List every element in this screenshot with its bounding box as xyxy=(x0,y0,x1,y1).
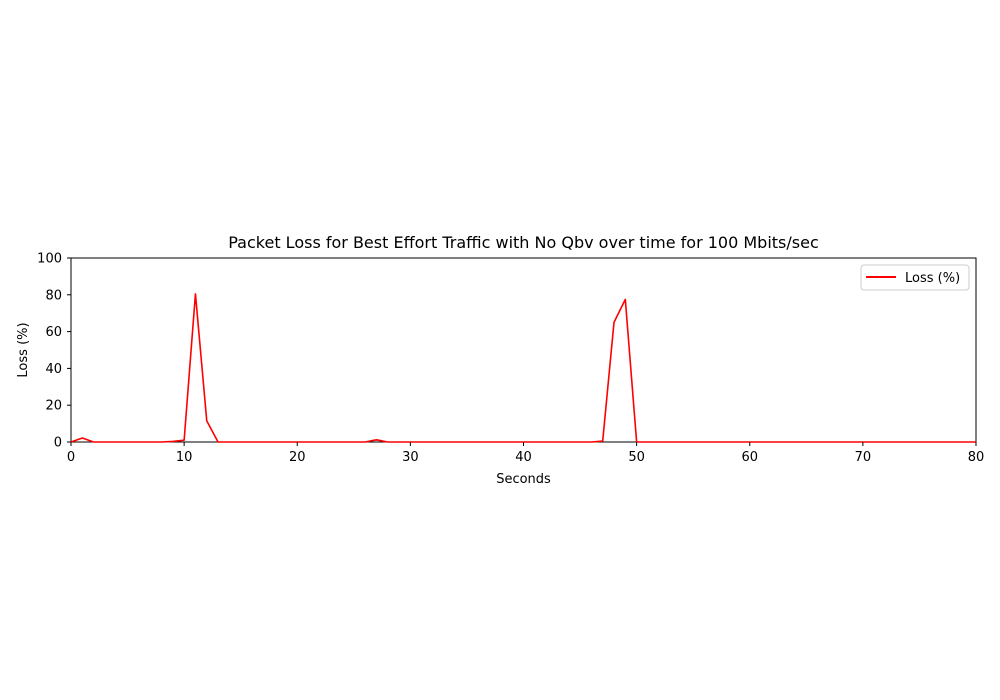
y-axis-ticks: 0 20 40 60 80 100 xyxy=(37,252,71,451)
y-tick-label: 80 xyxy=(45,288,62,303)
x-tick-label: 60 xyxy=(741,450,758,465)
x-axis-ticks: 0 10 20 30 40 50 60 70 80 xyxy=(67,442,984,465)
y-axis-label: Loss (%) xyxy=(16,322,31,377)
x-tick-label: 20 xyxy=(289,450,306,465)
x-tick-label: 70 xyxy=(855,450,872,465)
legend: Loss (%) xyxy=(860,264,970,291)
series-line-loss xyxy=(70,293,976,443)
y-tick-label: 0 xyxy=(54,436,62,451)
x-tick-label: 40 xyxy=(515,450,532,465)
x-axis-label: Seconds xyxy=(496,472,551,487)
series-layer xyxy=(70,293,976,443)
y-tick-label: 100 xyxy=(37,252,62,267)
x-tick-label: 30 xyxy=(402,450,419,465)
y-tick-label: 20 xyxy=(45,399,62,414)
x-tick-label: 80 xyxy=(968,450,985,465)
x-tick-label: 10 xyxy=(176,450,193,465)
x-tick-label: 50 xyxy=(628,450,645,465)
plot-area: 0 10 20 30 40 50 60 70 80 0 20 40 60 80 100 xyxy=(37,252,984,466)
y-tick-label: 40 xyxy=(45,362,62,377)
legend-box xyxy=(860,264,970,291)
x-tick-label: 0 xyxy=(67,450,75,465)
legend-label: Loss (%) xyxy=(905,271,960,286)
chart-title: Packet Loss for Best Effort Traffic with… xyxy=(228,233,819,252)
y-tick-label: 60 xyxy=(45,325,62,340)
